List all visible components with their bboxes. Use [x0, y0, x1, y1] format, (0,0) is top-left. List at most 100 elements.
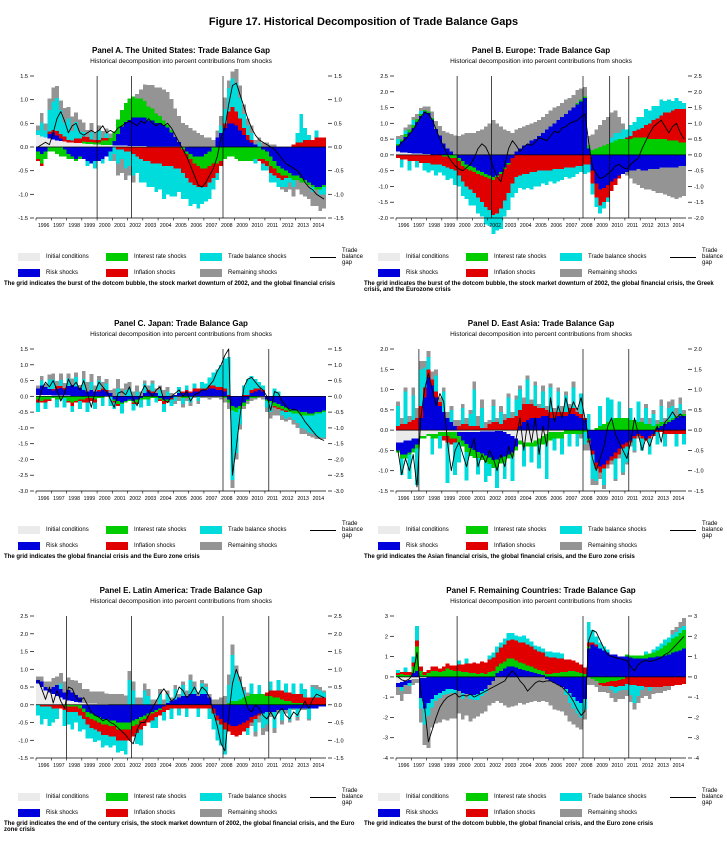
- svg-text:0.5: 0.5: [380, 408, 388, 414]
- bars-interest: [396, 413, 687, 468]
- svg-text:2013: 2013: [297, 223, 309, 229]
- svg-text:2002: 2002: [489, 496, 501, 502]
- svg-text:0.5: 0.5: [20, 379, 28, 385]
- svg-text:1998: 1998: [68, 496, 80, 502]
- svg-text:2012: 2012: [642, 496, 654, 502]
- svg-text:2011: 2011: [267, 223, 278, 229]
- svg-text:-4: -4: [383, 756, 388, 762]
- interest-swatch: [106, 526, 128, 534]
- svg-text:-1.0: -1.0: [334, 426, 344, 432]
- svg-text:-2: -2: [694, 715, 699, 721]
- trade-swatch: [560, 253, 582, 261]
- svg-text:-1: -1: [694, 695, 699, 701]
- remaining-swatch: [560, 269, 582, 277]
- svg-text:2006: 2006: [551, 496, 563, 502]
- svg-text:2005: 2005: [535, 223, 547, 229]
- panel-d-east-asia: Panel D. East Asia: Trade Balance Gap Hi…: [364, 319, 723, 560]
- panel-b-europe: Panel B. Europe: Trade Balance Gap Histo…: [364, 46, 723, 293]
- svg-text:2.5: 2.5: [694, 74, 702, 80]
- svg-text:1997: 1997: [53, 496, 65, 502]
- interest-swatch: [106, 253, 128, 261]
- panel-legend: Initial conditions Interest rate shocks Tr…: [378, 788, 723, 817]
- legend-item: Risk shocks: [18, 809, 106, 817]
- svg-text:-1.5: -1.5: [334, 216, 344, 222]
- svg-text:1999: 1999: [84, 763, 96, 769]
- svg-text:1996: 1996: [38, 496, 50, 502]
- legend-label: Initial conditions: [406, 527, 449, 533]
- panel-footnote: The grid indicates the global financial …: [4, 554, 200, 560]
- legend-label: Inflation shocks: [494, 810, 536, 816]
- svg-text:2004: 2004: [160, 223, 172, 229]
- svg-text:1996: 1996: [398, 496, 410, 502]
- legend-item: Trade balance gap: [310, 248, 363, 266]
- svg-text:2005: 2005: [175, 763, 187, 769]
- svg-text:2008: 2008: [221, 763, 233, 769]
- legend-label: Remaining shocks: [228, 270, 278, 276]
- svg-text:2004: 2004: [520, 223, 532, 229]
- trade-balance-gap-line: [37, 82, 325, 200]
- legend-item: Trade balance shocks: [560, 788, 670, 806]
- panel-legend: Initial conditions Interest rate shocks Tr…: [378, 521, 723, 550]
- legend-item: Trade balance shocks: [200, 248, 310, 266]
- risk-swatch: [18, 269, 40, 277]
- legend-item: Interest rate shocks: [466, 788, 560, 806]
- svg-text:-0.5: -0.5: [378, 169, 388, 175]
- svg-text:1996: 1996: [38, 763, 50, 769]
- svg-text:2005: 2005: [535, 763, 547, 769]
- trade-balance-gap-line: [397, 111, 685, 183]
- panel-footnote: The grid indicates the Asian financial c…: [364, 554, 635, 560]
- svg-text:2.0: 2.0: [20, 632, 28, 638]
- panel-title: Panel B. Europe: Trade Balance Gap: [471, 46, 611, 55]
- inflation-swatch: [106, 269, 128, 277]
- legend-item: Trade balance shocks: [560, 521, 670, 539]
- svg-text:1999: 1999: [444, 763, 456, 769]
- svg-text:0.5: 0.5: [20, 685, 28, 691]
- panel-f-remaining-countries: Panel F. Remaining Countries: Trade Bala…: [364, 586, 723, 833]
- svg-text:2010: 2010: [252, 763, 264, 769]
- bars-inflation: [36, 106, 327, 188]
- svg-text:2003: 2003: [145, 496, 157, 502]
- svg-text:2013: 2013: [657, 223, 669, 229]
- initial-swatch: [18, 526, 40, 534]
- svg-text:2004: 2004: [520, 763, 532, 769]
- legend-item: Interest rate shocks: [106, 521, 200, 539]
- svg-text:-0.5: -0.5: [378, 448, 388, 454]
- legend-item: Remaining shocks: [560, 809, 670, 817]
- svg-text:2014: 2014: [673, 496, 685, 502]
- trade-balance-gap-line-swatch: [310, 796, 336, 798]
- inflation-swatch: [466, 269, 488, 277]
- panel-subtitle: Historical decomposition into percent co…: [90, 58, 272, 65]
- svg-text:1997: 1997: [413, 496, 425, 502]
- svg-text:-0.5: -0.5: [18, 410, 28, 416]
- legend-label: Initial conditions: [46, 794, 89, 800]
- bars-risk: [36, 384, 327, 414]
- panel-plot: -4 -4 -3 -3 -2 -2 -1 -1 0 0 1 1 2 2 3 3 1996 1997 1998 1999…: [364, 608, 718, 786]
- legend-label: Trade balance gap: [702, 521, 724, 539]
- svg-text:2012: 2012: [642, 223, 654, 229]
- svg-text:-1.0: -1.0: [694, 184, 704, 190]
- svg-text:2007: 2007: [566, 223, 578, 229]
- svg-text:2011: 2011: [627, 223, 638, 229]
- svg-text:0.0: 0.0: [380, 428, 388, 434]
- remaining-swatch: [200, 269, 222, 277]
- trade-balance-gap-line: [37, 348, 325, 476]
- legend-label: Trade balance gap: [342, 248, 364, 266]
- panel-subtitle: Historical decomposition into percent co…: [450, 331, 632, 338]
- panel-title: Panel A. The United States: Trade Balanc…: [92, 46, 270, 55]
- risk-swatch: [378, 542, 400, 550]
- interest-swatch: [466, 793, 488, 801]
- legend-item: Inflation shocks: [106, 542, 200, 550]
- svg-text:-1.5: -1.5: [694, 200, 704, 206]
- panel-c-japan: Panel C. Japan: Trade Balance Gap Histor…: [4, 319, 363, 560]
- legend-item: Remaining shocks: [560, 269, 670, 277]
- legend-item: Risk shocks: [18, 542, 106, 550]
- svg-text:2010: 2010: [612, 223, 624, 229]
- svg-text:3: 3: [385, 614, 388, 620]
- panel-title: Panel D. East Asia: Trade Balance Gap: [467, 319, 615, 328]
- legend-label: Trade balance gap: [342, 788, 364, 806]
- svg-text:-1.0: -1.0: [18, 192, 28, 198]
- svg-text:-1.5: -1.5: [378, 200, 388, 206]
- trade-balance-gap-line-swatch: [670, 256, 696, 258]
- legend-label: Remaining shocks: [588, 810, 638, 816]
- svg-text:-1.0: -1.0: [334, 192, 344, 198]
